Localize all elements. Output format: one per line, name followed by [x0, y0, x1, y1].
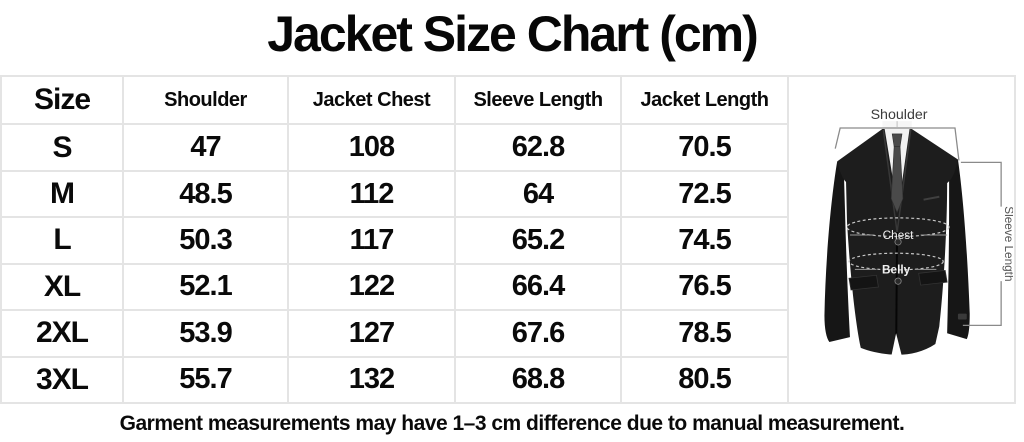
- jacket-chest-value: 108: [287, 123, 456, 172]
- shoulder-value: 55.7: [122, 355, 289, 405]
- jacket-diagram-svg: Chest Belly Shoulder: [824, 107, 1013, 357]
- belly-label: Belly: [882, 263, 911, 276]
- jacket-length-value: 74.5: [620, 216, 789, 265]
- table-row: XL 52.1 122 66.4 76.5: [0, 262, 1015, 312]
- jacket-button-bottom: [894, 277, 902, 285]
- column-header-size: Size: [0, 74, 124, 126]
- jacket-chest-value: 127: [287, 309, 456, 358]
- table-row: M 48.5 112 64 72.5: [0, 169, 1015, 219]
- cuff-tag: [957, 313, 967, 320]
- jacket-chest-value: 132: [287, 355, 456, 405]
- measurement-disclaimer: Garment measurements may have 1–3 cm dif…: [119, 412, 905, 435]
- hem-notch: [891, 333, 902, 357]
- breast-pocket-line: [923, 195, 940, 201]
- table-row: L 50.3 117 65.2 74.5: [0, 216, 1015, 265]
- shoulder-value: 53.9: [122, 309, 289, 358]
- shoulder-value: 48.5: [122, 169, 289, 219]
- column-header-shoulder: Shoulder: [122, 74, 289, 126]
- jacket-button-top: [894, 238, 902, 246]
- size-value: 2XL: [0, 309, 124, 358]
- jacket-left-sleeve: [824, 161, 850, 343]
- jacket-chest-value: 122: [287, 262, 456, 312]
- sleeve-length-value: 68.8: [454, 355, 622, 405]
- sleeve-length-value: 66.4: [454, 262, 622, 312]
- jacket-length-value: 76.5: [620, 262, 789, 312]
- sleeve-length-value: 64: [454, 169, 622, 219]
- sleeve-length-value: 67.6: [454, 309, 622, 358]
- tie-knot: [891, 133, 903, 147]
- tie-blade: [890, 146, 904, 214]
- right-lapel-edge: [896, 128, 912, 233]
- table-row: 2XL 53.9 127 67.6 78.5: [0, 309, 1015, 358]
- chest-label: Chest: [883, 229, 914, 242]
- jacket-length-value: 70.5: [620, 123, 789, 172]
- jacket-measurement-diagram: Chest Belly Shoulder: [787, 75, 1016, 404]
- column-header-sleeve-length: Sleeve Length: [454, 74, 622, 126]
- shoulder-value: 47: [122, 123, 289, 172]
- jacket-right-sleeve: [947, 159, 970, 340]
- size-value: 3XL: [0, 355, 124, 405]
- jacket-length-value: 78.5: [620, 309, 789, 358]
- sleeve-length-label: Sleeve Length: [1002, 206, 1013, 281]
- size-value: S: [0, 123, 124, 172]
- table-header-row: Size Shoulder Jacket Chest Sleeve Length…: [0, 74, 1016, 404]
- column-header-jacket-length: Jacket Length: [620, 74, 789, 126]
- right-pocket-flap: [918, 269, 948, 286]
- left-lapel-edge: [882, 129, 898, 233]
- shoulder-value: 52.1: [122, 262, 289, 312]
- size-table: Size Shoulder Jacket Chest Sleeve Length…: [0, 74, 1016, 405]
- jacket-chest-value: 117: [287, 216, 456, 265]
- sleeve-length-value: 62.8: [454, 123, 622, 172]
- chest-measure-ellipse: [846, 217, 950, 238]
- jacket-length-value: 80.5: [620, 355, 789, 405]
- jacket-chest-value: 112: [287, 169, 456, 219]
- jacket-length-value: 72.5: [620, 169, 789, 219]
- shoulder-label: Shoulder: [871, 107, 928, 123]
- shoulder-bracket: [834, 127, 960, 161]
- shoulder-value: 50.3: [122, 216, 289, 265]
- size-value: M: [0, 169, 124, 219]
- belly-measure-ellipse: [848, 252, 944, 271]
- size-value: XL: [0, 262, 124, 312]
- table-row: S 47 108 62.8 70.5: [0, 123, 1015, 172]
- size-value: L: [0, 216, 124, 265]
- sleeve-length-value: 65.2: [454, 216, 622, 265]
- table-row: 3XL 55.7 132 68.8 80.5: [0, 355, 1015, 405]
- left-pocket-flap: [848, 274, 879, 291]
- sleeve-length-bracket: [960, 161, 1002, 326]
- column-header-jacket-chest: Jacket Chest: [287, 74, 456, 126]
- page-title: Jacket Size Chart (cm): [267, 6, 759, 62]
